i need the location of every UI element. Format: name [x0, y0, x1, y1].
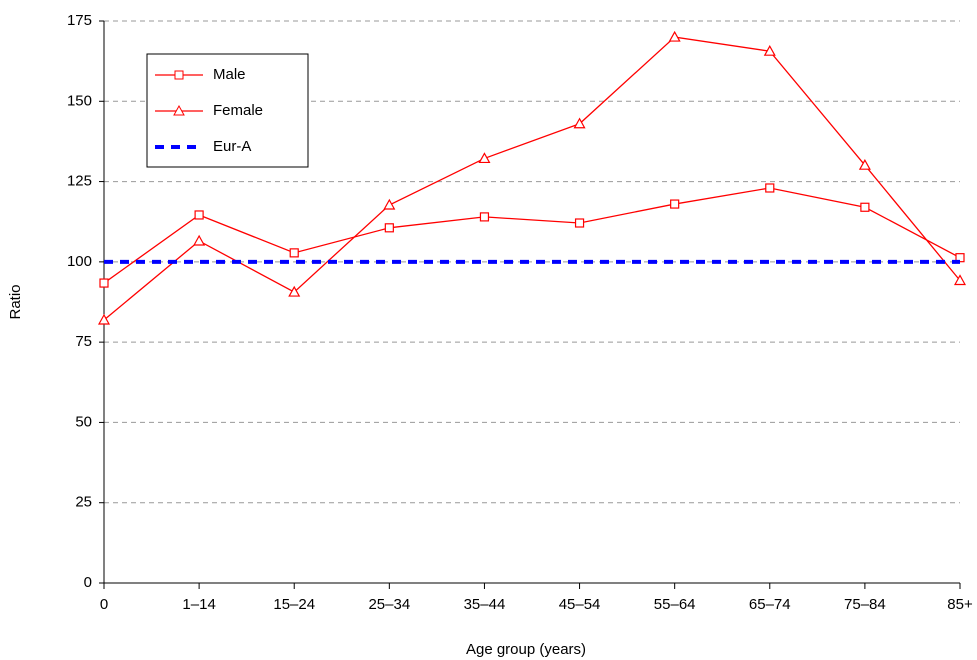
point [478, 152, 491, 164]
legend-label: Eur-A [213, 138, 251, 155]
series-line [103, 36, 961, 321]
point [574, 218, 585, 228]
legend-marker [174, 70, 184, 80]
legend-label: Male [213, 66, 246, 83]
point [953, 274, 967, 286]
x-tick-label: 45–54 [559, 596, 601, 613]
x-tick-label: 75–84 [844, 596, 886, 613]
point [763, 44, 776, 56]
point [573, 117, 586, 129]
series [99, 183, 965, 288]
x-tick-label: 85+ [947, 596, 973, 613]
x-tick-label: 65–74 [749, 596, 791, 613]
x-tick-label: 55–64 [654, 596, 696, 613]
y-tick-label: 175 [67, 12, 92, 29]
point [858, 158, 871, 170]
x-tick-label: 15–24 [273, 596, 315, 613]
series-line [103, 187, 961, 284]
y-axis-label: Ratio [7, 284, 24, 319]
x-axis-label: Age group (years) [466, 641, 586, 658]
point [99, 278, 109, 288]
x-tick-label: 35–44 [464, 596, 506, 613]
y-tick-label: 0 [84, 574, 92, 591]
point [384, 223, 394, 233]
point [670, 199, 680, 209]
y-tick-label: 100 [67, 253, 92, 270]
point [97, 313, 111, 325]
legend-marker [173, 104, 185, 116]
point [765, 183, 775, 193]
x-tick-label: 1–14 [182, 596, 215, 613]
point [383, 198, 396, 210]
point [668, 30, 681, 42]
y-tick-label: 125 [67, 173, 92, 190]
x-tick-label: 25–34 [368, 596, 410, 613]
point [860, 202, 870, 212]
series [97, 30, 967, 325]
x-tick-label: 0 [100, 596, 108, 613]
y-tick-label: 25 [75, 494, 92, 511]
point [193, 234, 206, 246]
y-tick-label: 75 [75, 333, 92, 350]
point [479, 212, 490, 222]
point [288, 285, 301, 297]
point [289, 248, 299, 258]
y-tick-label: 50 [75, 413, 92, 430]
legend-label: Female [213, 102, 263, 119]
point [194, 210, 204, 220]
y-tick-label: 150 [67, 92, 92, 109]
